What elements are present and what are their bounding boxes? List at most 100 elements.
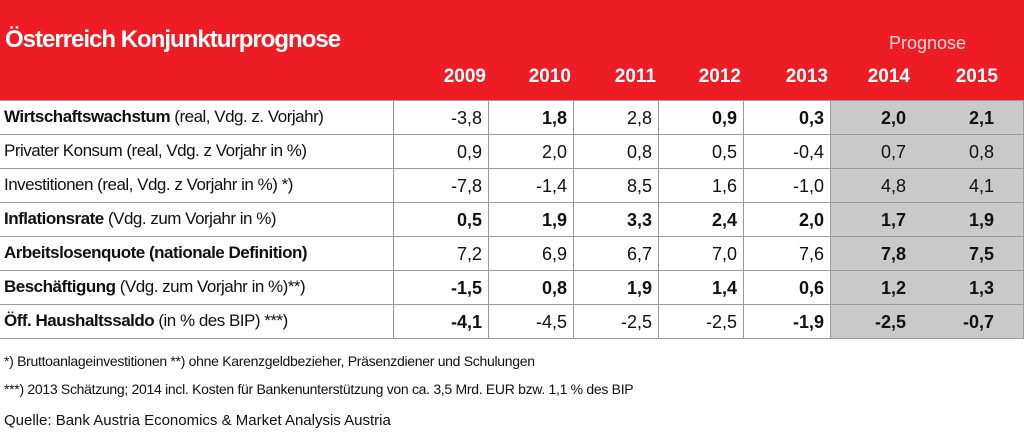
value-cell-2013: 0,6 [798,278,824,298]
value-cell-2011: 1,9 [626,278,652,298]
forecast-cell-background [830,305,1024,338]
value-cell-2013: 7,6 [798,244,824,264]
value-cell-2010: 0,8 [541,278,567,298]
value-cell-2011: 6,7 [626,244,652,264]
year-header-2015: 2015 [955,66,998,87]
forecast-cell-background [830,101,1024,134]
column-divider [743,271,744,304]
value-cell-2014: 1,7 [880,210,906,230]
value-cell-2014: -2,5 [874,312,906,332]
value-cell-2009: 0,9 [456,142,482,162]
column-divider [658,305,659,338]
column-divider [488,203,489,236]
page-title: Österreich Konjunkturprognose [5,26,341,53]
year-header-row: 2009 2010 2011 2012 2013 2014 2015 [0,66,1024,96]
column-divider [743,237,744,270]
table-row: Inflationsrate (Vdg. zum Vorjahr in %) 0,… [0,203,1024,237]
column-divider [830,203,831,236]
table-row: Arbeitslosenquote (nationale Definition)… [0,237,1024,271]
forecast-label: Prognose [888,33,967,53]
column-divider [743,135,744,168]
value-cell-2010: 1,8 [541,108,567,128]
column-divider [488,305,489,338]
value-cell-2014: 4,8 [880,176,906,196]
column-divider [393,237,394,270]
column-divider [743,305,744,338]
column-divider [658,135,659,168]
column-divider [658,237,659,270]
row-label-bold: Beschäftigung [4,277,116,296]
year-header-2010: 2010 [528,66,571,87]
column-divider [488,169,489,202]
forecast-cell-background [830,237,1024,270]
table-header-band: Österreich Konjunkturprognose Prognose 2… [0,0,1024,100]
column-divider [658,271,659,304]
value-cell-2015: 7,5 [968,244,994,264]
value-cell-2010: 1,9 [541,210,567,230]
row-label: Investitionen (real, Vdg. z Vorjahr in %… [4,175,293,195]
column-divider [488,135,489,168]
value-cell-2014: 0,7 [880,142,906,162]
column-divider [573,271,574,304]
column-divider [488,271,489,304]
table-row: Privater Konsum (real, Vdg. z Vorjahr in… [0,135,1024,169]
column-divider [830,237,831,270]
column-divider [393,169,394,202]
column-divider [393,271,394,304]
row-label-bold: Inflationsrate [4,209,104,228]
column-divider [743,203,744,236]
column-divider [658,169,659,202]
row-label-detail: (in % des BIP) ***) [154,311,288,330]
value-cell-2015: 0,8 [968,142,994,162]
table-row: Wirtschaftswachstum (real, Vdg. z. Vorja… [0,100,1024,135]
column-divider [830,169,831,202]
value-cell-2010: -4,5 [535,312,567,332]
value-cell-2015: 4,1 [968,176,994,196]
year-header-2011: 2011 [614,66,656,87]
value-cell-2009: -7,8 [450,176,482,196]
forecast-cell-background [830,169,1024,202]
row-label: Öff. Haushaltssaldo (in % des BIP) ***) [4,311,288,331]
value-cell-2010: -1,4 [535,176,567,196]
value-cell-2013: 2,0 [798,210,824,230]
value-cell-2013: 0,3 [798,108,824,128]
value-cell-2011: -2,5 [620,312,652,332]
row-label-detail: (Vdg. zum Vorjahr in %)**) [115,277,306,296]
column-divider [573,237,574,270]
row-label: Inflationsrate (Vdg. zum Vorjahr in %) [4,209,277,229]
row-label: Privater Konsum (real, Vdg. z Vorjahr in… [4,141,307,161]
column-divider [830,305,831,338]
year-header-2009: 2009 [443,66,486,87]
column-divider [393,101,394,134]
row-label-bold: Wirtschaftswachstum [4,107,171,126]
column-divider [743,101,744,134]
column-divider [830,271,831,304]
column-divider [573,305,574,338]
forecast-cell-background [830,135,1024,168]
year-header-2012: 2012 [698,66,741,87]
column-divider [393,203,394,236]
table-row: Investitionen (real, Vdg. z Vorjahr in %… [0,169,1024,203]
value-cell-2013: -1,9 [792,312,824,332]
value-cell-2014: 1,2 [880,278,906,298]
value-cell-2012: 0,9 [711,108,737,128]
value-cell-2012: 1,6 [711,176,737,196]
column-divider [573,169,574,202]
column-divider [573,101,574,134]
row-label: Arbeitslosenquote (nationale Definition) [4,243,308,263]
value-cell-2013: -0,4 [792,142,824,162]
table-row: Beschäftigung (Vdg. zum Vorjahr in %)**)… [0,271,1024,305]
value-cell-2011: 0,8 [626,142,652,162]
row-label-bold: Öff. Haushaltssaldo [4,311,155,330]
value-cell-2010: 2,0 [541,142,567,162]
column-divider [393,305,394,338]
value-cell-2012: -2,5 [705,312,737,332]
value-cell-2015: -0,7 [962,312,994,332]
value-cell-2010: 6,9 [541,244,567,264]
value-cell-2012: 7,0 [711,244,737,264]
row-label: Wirtschaftswachstum (real, Vdg. z. Vorja… [4,107,324,127]
value-cell-2015: 1,9 [968,210,994,230]
value-cell-2012: 2,4 [711,210,737,230]
column-divider [658,101,659,134]
row-label-detail: (real, Vdg. z. Vorjahr) [170,107,324,126]
